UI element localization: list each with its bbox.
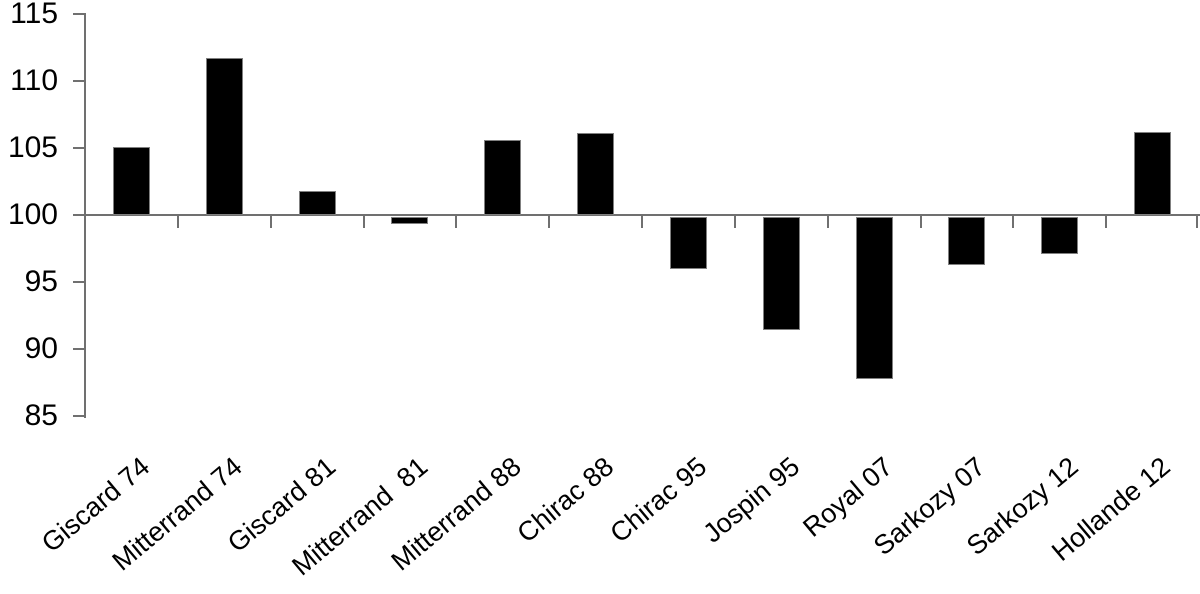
x-tick — [362, 216, 365, 228]
x-tick — [1105, 216, 1108, 228]
x-tick — [1196, 216, 1198, 228]
bar — [205, 57, 243, 215]
bar — [298, 190, 336, 215]
bar — [1134, 131, 1172, 215]
bar — [1041, 217, 1079, 254]
x-tick — [269, 216, 272, 228]
x-tick — [455, 216, 458, 228]
x-tick — [919, 216, 922, 228]
y-tick-label: 115 — [10, 0, 58, 30]
bar — [948, 217, 986, 265]
bar — [762, 217, 800, 331]
bar — [112, 146, 150, 215]
x-tick — [641, 216, 643, 228]
y-tick — [73, 146, 85, 149]
x-category-label: Jospin 95 — [697, 451, 805, 549]
bar — [669, 217, 707, 269]
x-tick — [548, 216, 551, 228]
y-tick-label: 85 — [24, 399, 58, 433]
x-tick — [1012, 216, 1015, 228]
y-tick — [73, 214, 85, 216]
y-tick-label: 95 — [24, 265, 58, 299]
y-tick-label: 110 — [10, 63, 58, 97]
x-axis-line — [84, 214, 1200, 216]
y-tick — [73, 79, 85, 82]
bar — [484, 139, 522, 215]
bar — [391, 217, 429, 225]
x-tick — [176, 216, 179, 228]
x-tick — [826, 216, 829, 228]
y-tick-label: 100 — [7, 198, 58, 231]
x-category-label: Chirac 95 — [604, 451, 713, 549]
x-category-label: Chirac 88 — [511, 451, 620, 549]
y-tick-label: 90 — [24, 332, 58, 366]
bar — [577, 133, 615, 215]
y-tick — [73, 12, 85, 15]
x-tick — [733, 216, 736, 228]
y-tick — [73, 348, 85, 351]
bar — [855, 217, 893, 379]
y-tick — [73, 415, 85, 418]
x-tick — [84, 216, 86, 228]
y-tick — [73, 281, 85, 284]
y-tick-label: 105 — [7, 130, 58, 164]
